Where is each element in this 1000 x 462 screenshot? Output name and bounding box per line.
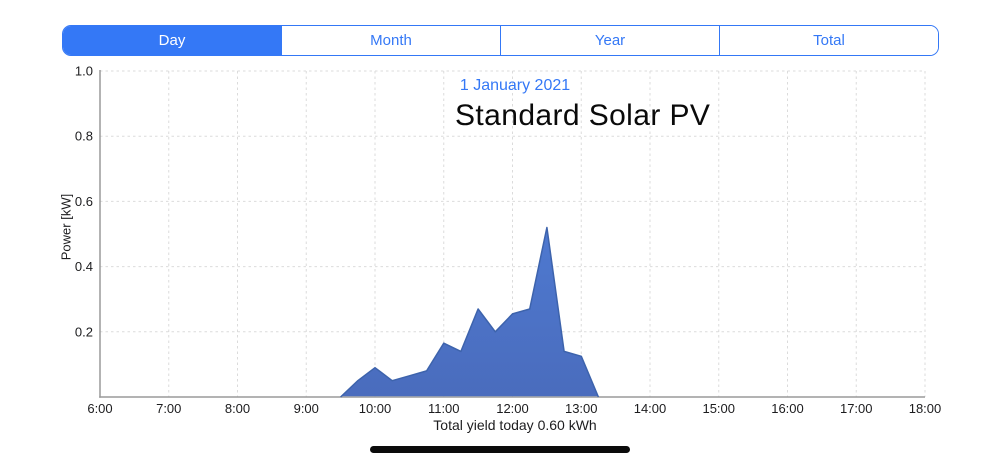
chart-date-subtitle: 1 January 2021 [459, 77, 571, 94]
x-tick-label: 9:00 [294, 401, 319, 416]
x-tick-label: 14:00 [634, 401, 667, 416]
y-axis-label: Power [kW] [58, 193, 74, 261]
tab-total[interactable]: Total [719, 26, 938, 55]
y-tick-label: 0.8 [75, 129, 93, 144]
home-indicator[interactable] [370, 446, 630, 453]
x-tick-label: 8:00 [225, 401, 250, 416]
y-tick-label: 1.0 [75, 64, 93, 79]
x-tick-label: 11:00 [428, 401, 460, 416]
x-tick-label: 10:00 [359, 401, 392, 416]
x-tick-label: 17:00 [840, 401, 873, 416]
y-tick-label: 0.4 [75, 259, 93, 274]
y-tick-label: 0.2 [75, 324, 93, 339]
x-tick-label: 18:00 [909, 401, 942, 416]
x-tick-label: 15:00 [702, 401, 735, 416]
x-tick-label: 13:00 [565, 401, 598, 416]
tab-month[interactable]: Month [281, 26, 500, 55]
time-range-tabs: Day Month Year Total [62, 25, 939, 56]
tab-year[interactable]: Year [500, 26, 719, 55]
pv-power-area-series [340, 227, 599, 397]
y-tick-label: 0.6 [75, 194, 93, 209]
x-tick-label: 16:00 [771, 401, 804, 416]
total-yield-label: Total yield today 0.60 kWh [433, 417, 597, 433]
tab-day[interactable]: Day [63, 26, 281, 55]
pv-power-area-edge [340, 226, 600, 398]
chart-title: Standard Solar PV [455, 99, 711, 132]
x-tick-label: 7:00 [156, 401, 181, 416]
x-tick-label: 6:00 [87, 401, 112, 416]
x-tick-label: 12:00 [496, 401, 529, 416]
